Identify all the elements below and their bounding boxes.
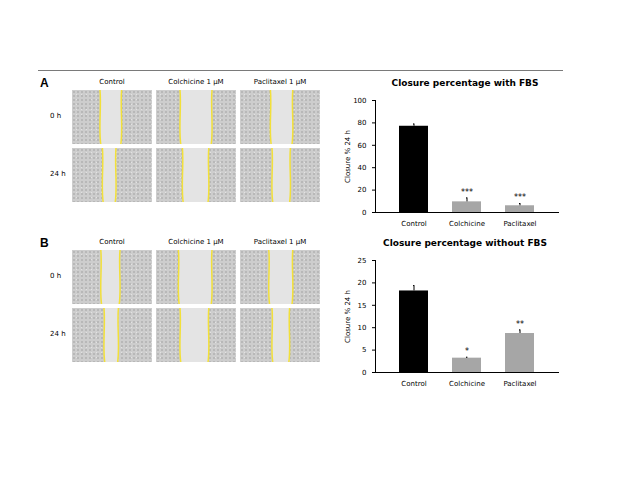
svg-text:40: 40 [358,164,367,172]
html-text:Colchicine 1 μM: Colchicine 1 μM [168,78,224,86]
html-text:Closure percentage with FBS: Closure percentage with FBS [391,78,539,88]
html-text:24 h: 24 h [50,330,66,338]
svg-text:25: 25 [358,257,367,265]
html-text:Control: Control [99,238,125,246]
html-text:Paclitaxel 1 μM: Paclitaxel 1 μM [253,78,307,86]
svg-text:***: *** [461,188,473,197]
svg-text:20: 20 [358,279,367,287]
svg-text:Paclitaxel: Paclitaxel [503,380,536,388]
svg-text:Colchicine: Colchicine [449,380,485,388]
svg-text:Paclitaxel: Paclitaxel [503,220,536,228]
svg-text:60: 60 [358,142,367,150]
svg-text:10: 10 [358,324,367,332]
svg-text:**: ** [516,320,524,329]
svg-text:Control: Control [401,220,426,228]
html-text:Control: Control [99,78,125,86]
svg-text:0: 0 [362,369,366,377]
html-text:Closure percentage without FBS: Closure percentage without FBS [383,238,547,248]
html-text:24 h: 24 h [50,170,66,178]
svg-text:20: 20 [358,186,367,194]
svg-text:Colchicine: Colchicine [449,220,485,228]
svg-text:0: 0 [362,209,366,217]
html-text:Paclitaxel 1 μM: Paclitaxel 1 μM [253,238,307,246]
html-text:B: B [40,236,49,250]
html-text:A: A [40,76,49,90]
html-text:0 h: 0 h [50,112,62,120]
svg-text:***: *** [514,193,526,202]
svg-text:100: 100 [353,97,366,105]
html-text:0 h: 0 h [50,272,62,280]
svg-text:15: 15 [358,302,367,310]
svg-text:Closure % 24 h: Closure % 24 h [344,290,352,343]
html-text:Colchicine 1 μM: Colchicine 1 μM [168,238,224,246]
svg-text:Control: Control [401,380,426,388]
svg-text:5: 5 [362,346,366,354]
svg-text:80: 80 [358,119,367,127]
svg-text:Closure % 24 h: Closure % 24 h [344,130,352,183]
svg-text:*: * [465,347,469,356]
